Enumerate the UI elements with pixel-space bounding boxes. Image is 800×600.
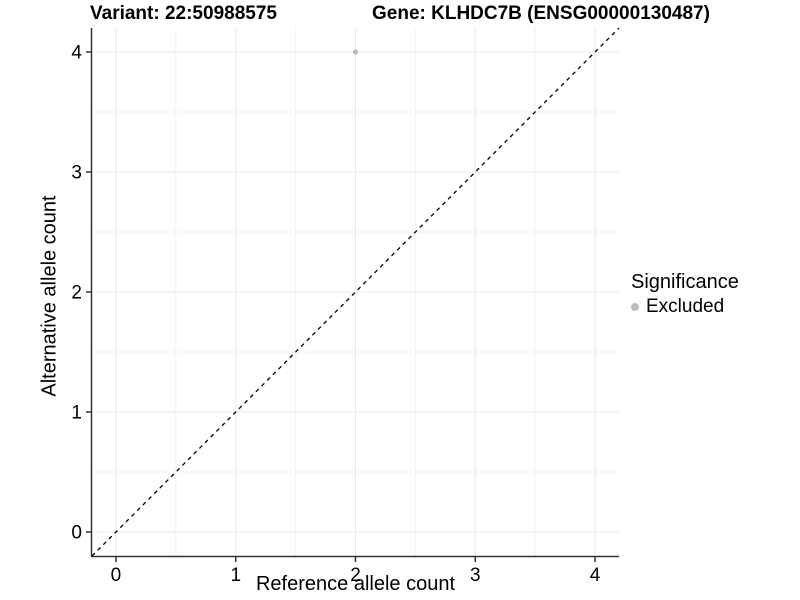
y-tick-label: 0 [71, 523, 82, 544]
y-axis-title: Alternative allele count [38, 195, 61, 397]
x-tick-label: 1 [230, 565, 241, 586]
x-tick-label: 4 [590, 565, 601, 586]
data-point[interactable] [352, 49, 359, 55]
x-tick-label: 0 [111, 565, 122, 586]
y-tick-label: 1 [71, 403, 82, 424]
excluded-point-icon [631, 303, 639, 311]
plot-title-variant: Variant: 22:50988575 [90, 3, 277, 24]
x-axis-title: Reference allele count [255, 573, 455, 595]
y-tick-label: 3 [71, 163, 82, 184]
y-tick-label: 2 [71, 283, 82, 304]
plot-title-gene: Gene: KLHDC7B (ENSG00000130487) [372, 3, 710, 24]
y-tick-label: 4 [71, 43, 82, 64]
legend: Significance Excluded [631, 271, 739, 318]
legend-item-excluded[interactable]: Excluded [631, 296, 739, 318]
legend-item-label: Excluded [646, 296, 725, 317]
x-tick-label: 2 [350, 565, 361, 586]
x-tick-label: 3 [470, 565, 481, 586]
legend-title: Significance [631, 271, 739, 293]
